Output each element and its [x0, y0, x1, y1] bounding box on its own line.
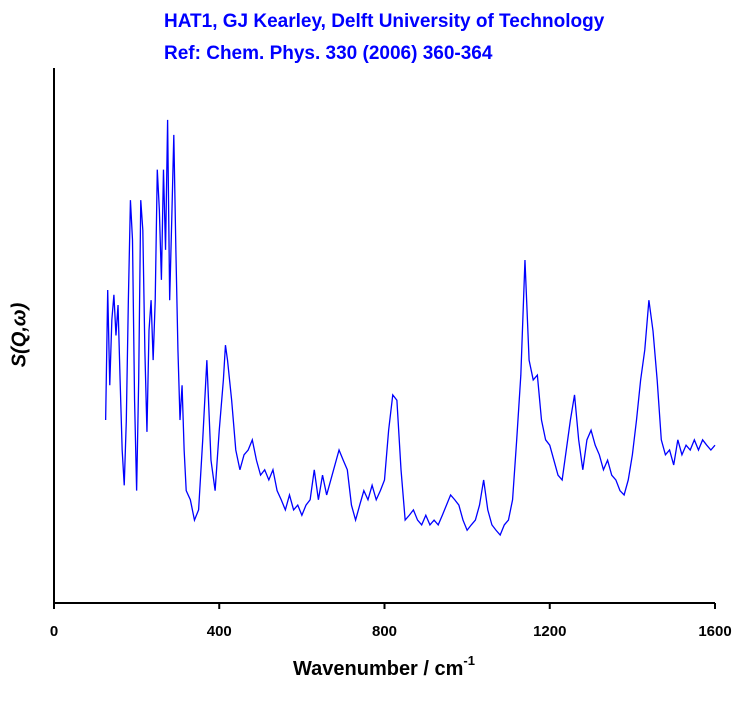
spectrum-line	[104, 119, 716, 537]
x-axis-label-superscript: -1	[463, 653, 475, 668]
x-tick-label: 400	[207, 623, 232, 640]
chart-subtitle: Ref: Chem. Phys. 330 (2006) 360-364	[164, 43, 493, 64]
x-tick-label: 0	[50, 623, 58, 640]
x-tick-label: 800	[372, 623, 397, 640]
x-tick-label: 1600	[698, 623, 731, 640]
chart-title: HAT1, GJ Kearley, Delft University of Te…	[164, 11, 605, 32]
y-axis-label: S(Q,ω)	[8, 302, 30, 367]
x-axis-label: Wavenumber / cm-1	[293, 653, 475, 680]
x-axis-label-text: Wavenumber / cm	[293, 658, 463, 680]
x-tick-label: 1200	[533, 623, 566, 640]
